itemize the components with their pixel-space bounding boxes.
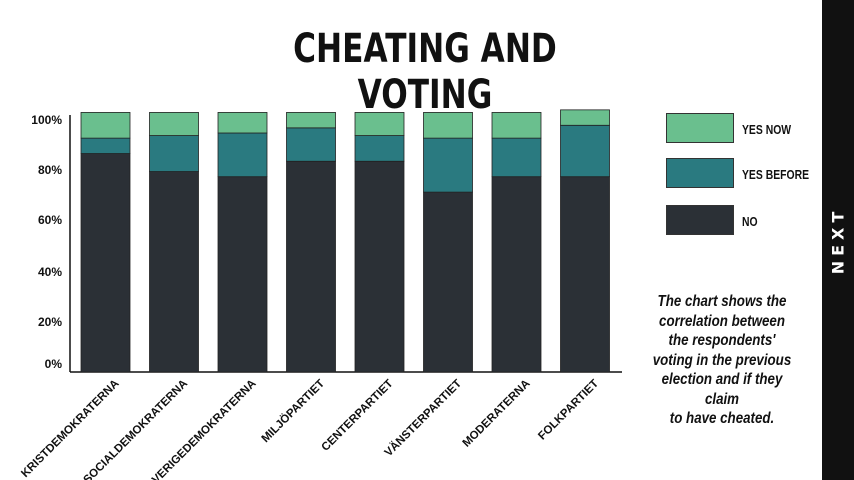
- bar-segment-yes-before: [150, 136, 199, 172]
- bar-segment-yes-before: [218, 133, 267, 177]
- bar-segment-no: [492, 177, 541, 372]
- legend-label-yes-now: YES NOW: [742, 122, 791, 137]
- next-label: NEXT: [829, 206, 848, 274]
- bar-segment-yes-before: [287, 128, 336, 161]
- bar-segment-no: [150, 172, 199, 372]
- y-tick-label: 100%: [31, 113, 62, 127]
- y-tick-label: 60%: [38, 213, 62, 227]
- x-tick-label: FOLKPARTIET: [536, 378, 601, 443]
- chart-caption: The chart shows the correlation between …: [645, 292, 800, 429]
- y-tick-label: 0%: [45, 357, 63, 371]
- next-sidebar[interactable]: NEXT: [822, 0, 854, 480]
- legend-label-no: NO: [742, 214, 758, 229]
- x-tick-label: MODERATERNA: [461, 378, 533, 450]
- bar-segment-no: [287, 161, 336, 372]
- bar-segment-yes-now: [424, 112, 473, 138]
- caption-line: the respondents': [645, 331, 800, 351]
- next-button[interactable]: NEXT: [822, 0, 854, 480]
- bar-segment-no: [424, 192, 473, 372]
- legend-swatch-yes-now: [666, 113, 734, 143]
- x-tick-label: MILJÖPARTIET: [259, 377, 327, 445]
- y-axis-ticks: 0% 20% 40% 60% 80% 100%: [31, 113, 62, 371]
- bar-segment-yes-now: [81, 112, 130, 138]
- x-tick-label: CENTERPARTIET: [320, 378, 396, 454]
- caption-line: election and if they claim: [645, 370, 800, 409]
- y-tick-label: 40%: [38, 265, 62, 279]
- bar-segment-yes-before: [561, 125, 610, 176]
- caption-line: to have cheated.: [645, 409, 800, 429]
- bar-segment-yes-now: [287, 112, 336, 127]
- bar-segment-no: [355, 161, 404, 372]
- bar-segment-no: [218, 177, 267, 372]
- bar-segment-yes-now: [492, 112, 541, 138]
- legend-item-no: NO: [666, 205, 836, 239]
- bar-segment-yes-before: [355, 136, 404, 162]
- x-tick-label: VÄNSTERPARTIET: [382, 377, 464, 459]
- legend-swatch-no: [666, 205, 734, 235]
- bar-segment-yes-before: [492, 138, 541, 177]
- bar-segment-yes-now: [150, 112, 199, 135]
- bar-segment-no: [561, 177, 610, 372]
- caption-line: voting in the previous: [645, 351, 800, 371]
- bar-segment-no: [81, 154, 130, 372]
- bar-segment-yes-before: [424, 138, 473, 192]
- bars-group: [81, 110, 610, 372]
- bar-segment-yes-now: [218, 112, 267, 133]
- legend-swatch-yes-before: [666, 158, 734, 188]
- caption-line: The chart shows the: [645, 292, 800, 312]
- legend-label-yes-before: YES BEFORE: [742, 167, 809, 182]
- legend-item-yes-before: YES BEFORE: [666, 158, 836, 192]
- x-axis-labels: KRISTDEMOKRATERNASOCIALDEMOKRATERNASVERI…: [19, 377, 601, 480]
- legend-item-yes-now: YES NOW: [666, 113, 836, 147]
- caption-line: correlation between: [645, 312, 800, 332]
- bar-segment-yes-now: [561, 110, 610, 125]
- bar-segment-yes-before: [81, 138, 130, 153]
- bar-segment-yes-now: [355, 112, 404, 135]
- stacked-bar-chart: 0% 20% 40% 60% 80% 100% KRISTDEMOKRATERNASOCI…: [0, 0, 660, 480]
- y-tick-label: 20%: [38, 315, 62, 329]
- x-tick-label: SVERIGEDEMOKRATERNA: [145, 378, 259, 480]
- y-tick-label: 80%: [38, 163, 62, 177]
